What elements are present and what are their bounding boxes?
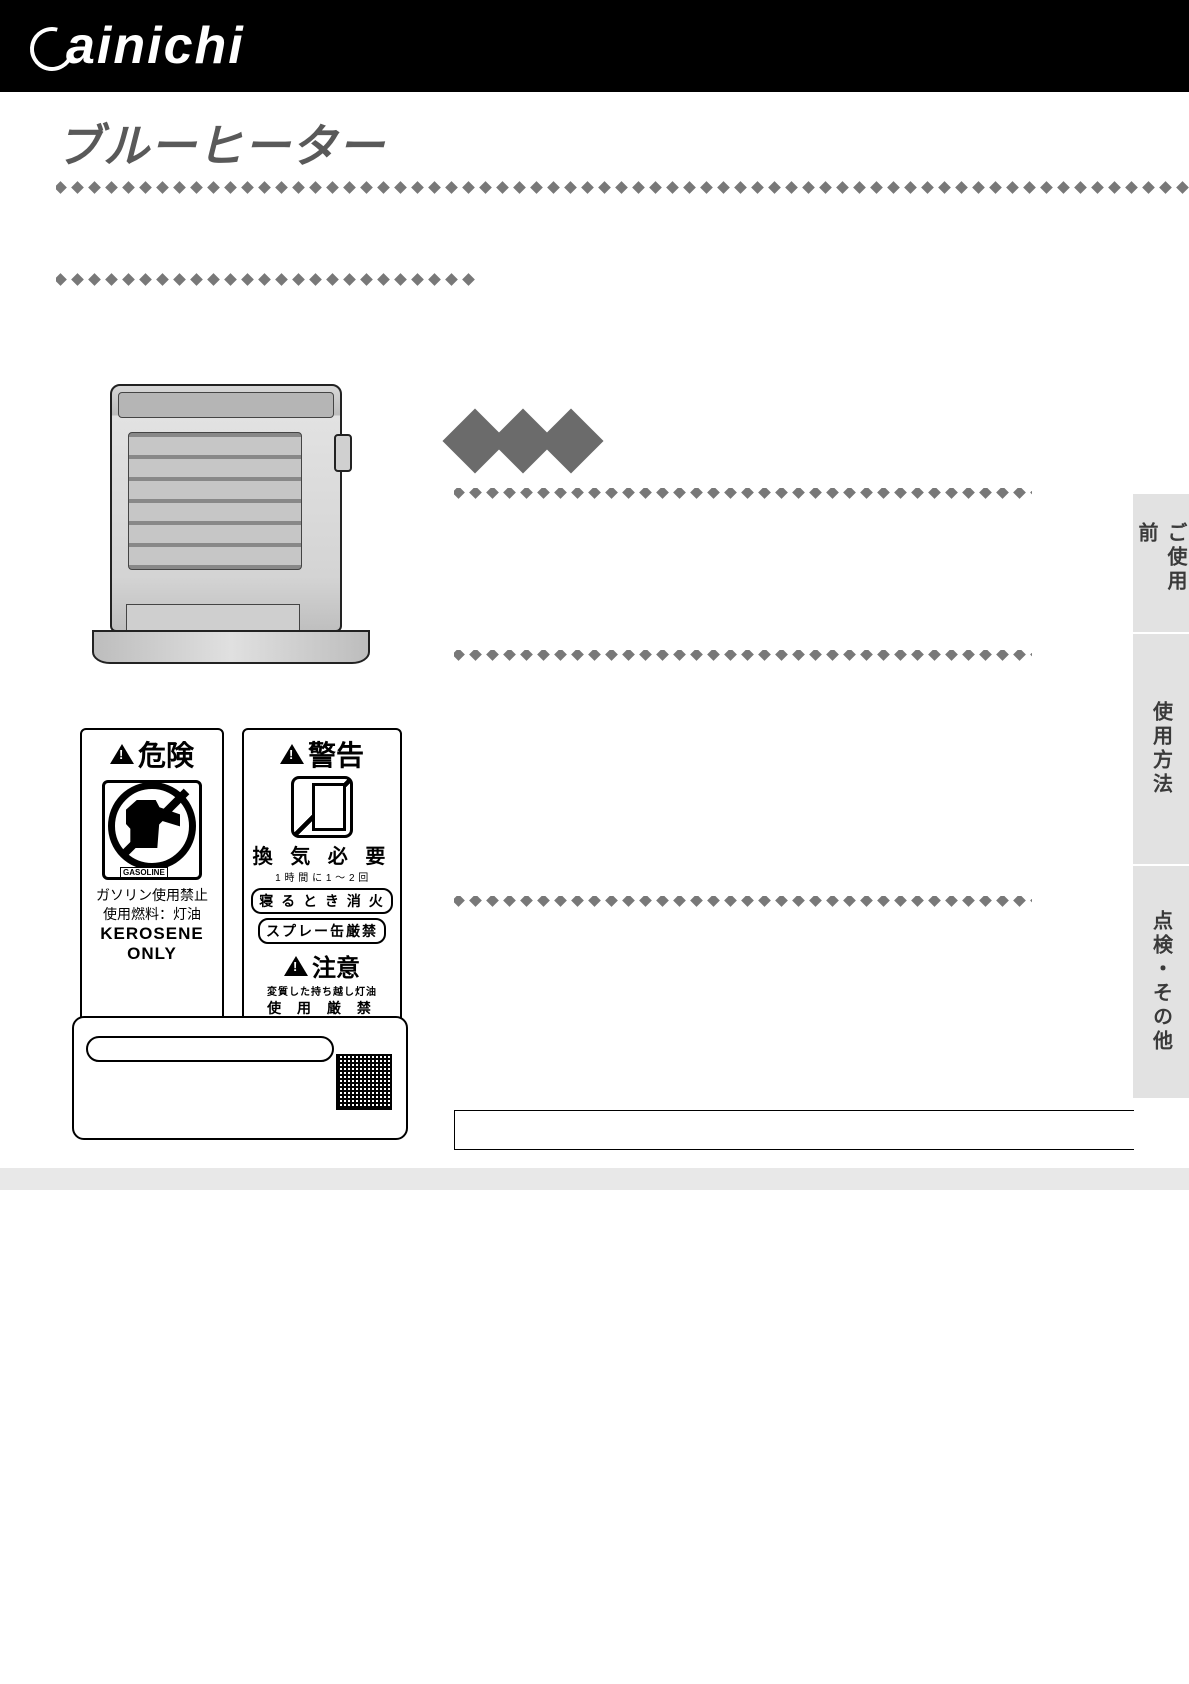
subtitle-area: ブルーヒーター xyxy=(0,92,1189,176)
tab-before-use[interactable]: ご使用前 xyxy=(1133,494,1189,632)
brand-text: ainichi xyxy=(66,17,245,75)
divider-diamond-row-short xyxy=(56,272,476,286)
brand-banner: ainichi xyxy=(0,0,1189,92)
bottom-gray-strip xyxy=(0,1168,1189,1190)
gasoline-label: GASOLINE xyxy=(120,867,168,878)
toc-divider xyxy=(454,488,1032,502)
toc-section-2 xyxy=(454,674,1032,888)
danger-head-text: 危険 xyxy=(138,734,194,774)
toc-area xyxy=(454,418,1032,1134)
kerosene-line2: ONLY xyxy=(127,944,177,964)
product-subtitle: ブルーヒーター xyxy=(56,110,1189,176)
caution-head-text: 注意 xyxy=(312,948,360,983)
brand-logo: ainichi xyxy=(30,16,245,76)
toc-section-1 xyxy=(454,512,1032,642)
warning-heading: 警告 xyxy=(280,734,364,774)
toc-section-3 xyxy=(454,920,1032,1134)
pill-sleep-off: 寝 る と き 消 火 xyxy=(251,888,392,914)
search-field[interactable] xyxy=(86,1036,334,1062)
divider-diamond-row xyxy=(56,180,1189,194)
support-box xyxy=(72,1016,408,1140)
caution-sub2: 使 用 厳 禁 xyxy=(267,998,377,1018)
kerosene-line1: KEROSENE xyxy=(100,924,203,944)
heater-louvers xyxy=(128,432,302,570)
toc-divider xyxy=(454,650,1032,664)
danger-box: 危険 GASOLINE ガソリン使用禁止 使用燃料：灯油 KEROSENE ON… xyxy=(80,728,224,1024)
qr-code-icon xyxy=(336,1054,392,1110)
warning-triangle-icon xyxy=(110,744,134,764)
bottom-label-box xyxy=(454,1110,1134,1150)
tab-usage[interactable]: 使用方法 xyxy=(1133,634,1189,864)
warning-box: 警告 換 気 必 要 1 時 間 に 1 ～ 2 回 寝 る と き 消 火 ス… xyxy=(242,728,402,1024)
warning-boxes: 危険 GASOLINE ガソリン使用禁止 使用燃料：灯油 KEROSENE ON… xyxy=(80,728,402,1024)
caution-heading: 注意 xyxy=(284,948,360,983)
warning-triangle-icon xyxy=(280,744,304,764)
toc-divider xyxy=(454,896,1032,910)
pill-no-spray: スプレー缶厳禁 xyxy=(258,918,386,944)
ventilation-sublabel: 1 時 間 に 1 ～ 2 回 xyxy=(275,869,369,884)
side-tabs: ご使用前 使用方法 点検・その他 xyxy=(1133,494,1189,1098)
heater-body xyxy=(110,384,342,632)
warning-triangle-icon xyxy=(284,956,308,976)
heater-handle xyxy=(334,434,352,472)
danger-line1: ガソリン使用禁止 xyxy=(96,886,208,905)
tab-inspection-other[interactable]: 点検・その他 xyxy=(1133,866,1189,1098)
ventilation-icon xyxy=(291,776,353,838)
danger-heading: 危険 xyxy=(110,734,194,774)
no-gasoline-icon: GASOLINE xyxy=(98,776,206,884)
ventilation-label: 換 気 必 要 xyxy=(253,840,392,869)
heater-illustration xyxy=(92,376,392,676)
diamond-icon xyxy=(538,408,603,473)
heater-base-plate xyxy=(92,630,370,664)
caution-sub1: 変質した持ち越し灯油 xyxy=(267,983,377,998)
toc-heading-diamonds xyxy=(454,418,1032,464)
danger-line2: 使用燃料：灯油 xyxy=(103,905,201,924)
warning-head-text: 警告 xyxy=(308,734,364,774)
heater-control-panel xyxy=(118,392,334,418)
